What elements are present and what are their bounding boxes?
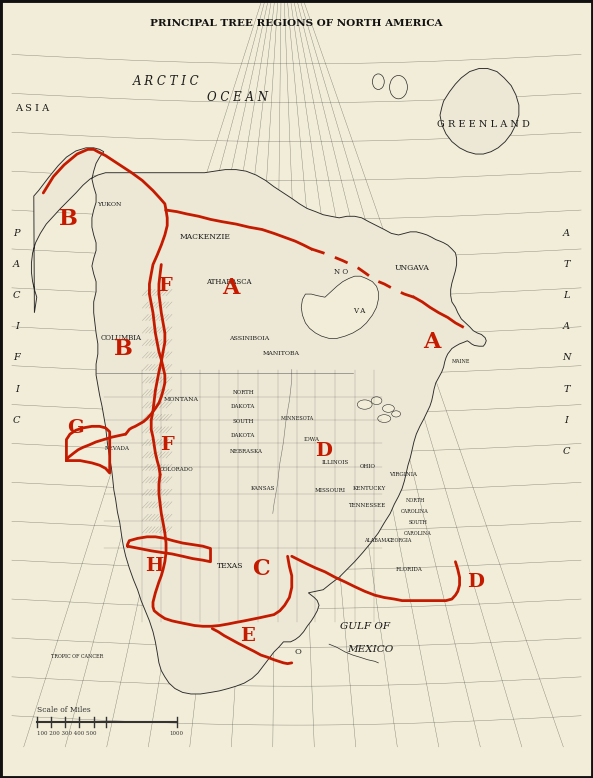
Text: ATHABASCA: ATHABASCA xyxy=(206,278,251,286)
Text: TEXAS: TEXAS xyxy=(217,562,243,570)
Text: F: F xyxy=(160,436,174,454)
Ellipse shape xyxy=(357,400,372,409)
Text: IOWA: IOWA xyxy=(304,437,319,442)
PathPatch shape xyxy=(440,68,519,154)
Text: T: T xyxy=(563,384,569,394)
Text: DAKOTA: DAKOTA xyxy=(231,405,256,409)
Text: Scale of Miles: Scale of Miles xyxy=(37,706,91,714)
Text: A: A xyxy=(222,277,240,299)
Text: G: G xyxy=(68,419,84,437)
Text: GEORGIA: GEORGIA xyxy=(388,538,413,543)
Text: SOUTH: SOUTH xyxy=(409,520,428,525)
Text: O: O xyxy=(294,648,301,656)
Text: OHIO: OHIO xyxy=(360,464,375,469)
Text: SOUTH: SOUTH xyxy=(232,419,254,424)
Text: D: D xyxy=(467,573,484,591)
Text: T: T xyxy=(563,260,569,269)
Text: PRINCIPAL TREE REGIONS OF NORTH AMERICA: PRINCIPAL TREE REGIONS OF NORTH AMERICA xyxy=(150,19,443,29)
Text: YUKON: YUKON xyxy=(97,202,122,207)
Text: UNGAVA: UNGAVA xyxy=(395,265,429,272)
Text: N O: N O xyxy=(334,268,348,276)
Text: KANSAS: KANSAS xyxy=(250,486,275,491)
Text: D: D xyxy=(315,442,331,461)
Text: DAKOTA: DAKOTA xyxy=(231,433,256,438)
Text: ASSINIBOIA: ASSINIBOIA xyxy=(229,336,269,341)
Text: A: A xyxy=(563,229,570,238)
Text: TROPIC OF CANCER: TROPIC OF CANCER xyxy=(51,654,103,659)
Text: B: B xyxy=(114,338,133,359)
Text: COLORADO: COLORADO xyxy=(160,467,193,471)
Text: VIRGINIA: VIRGINIA xyxy=(389,472,417,477)
Text: MACKENZIE: MACKENZIE xyxy=(179,233,230,241)
Text: C: C xyxy=(252,559,270,580)
Text: MANITOBA: MANITOBA xyxy=(263,352,300,356)
Ellipse shape xyxy=(391,411,401,417)
Text: F: F xyxy=(13,353,20,363)
Text: H: H xyxy=(145,557,163,576)
Text: C: C xyxy=(13,291,20,300)
Text: CAROLINA: CAROLINA xyxy=(404,531,432,536)
Text: CAROLINA: CAROLINA xyxy=(401,509,429,513)
Text: 100 200 300 400 500: 100 200 300 400 500 xyxy=(37,731,96,736)
Ellipse shape xyxy=(371,397,382,405)
Text: COLUMBIA: COLUMBIA xyxy=(101,335,142,342)
Text: P: P xyxy=(14,229,20,238)
Text: MISSOURI: MISSOURI xyxy=(314,488,345,492)
Text: ALABAMA: ALABAMA xyxy=(364,538,390,543)
PathPatch shape xyxy=(31,148,486,694)
Text: A: A xyxy=(563,322,570,331)
Text: NEVADA: NEVADA xyxy=(105,446,130,450)
Text: A: A xyxy=(13,260,20,269)
Text: GULF OF: GULF OF xyxy=(340,622,390,631)
Text: L: L xyxy=(563,291,569,300)
Text: C: C xyxy=(563,447,570,456)
Text: KENTUCKY: KENTUCKY xyxy=(352,486,385,491)
Text: MAINE: MAINE xyxy=(452,359,471,364)
Text: ILLINOIS: ILLINOIS xyxy=(321,461,349,465)
Text: I: I xyxy=(15,322,18,331)
Text: NEBRASKA: NEBRASKA xyxy=(229,449,263,454)
Text: A: A xyxy=(423,331,441,353)
Text: N: N xyxy=(562,353,570,363)
PathPatch shape xyxy=(301,276,378,338)
Text: MINNESOTA: MINNESOTA xyxy=(281,416,314,421)
Text: O C E A N: O C E A N xyxy=(207,91,267,103)
Text: MEXICO: MEXICO xyxy=(347,645,394,654)
Text: NORTH: NORTH xyxy=(406,498,425,503)
Text: I: I xyxy=(15,384,18,394)
Text: FLORIDA: FLORIDA xyxy=(396,567,423,572)
Text: V A: V A xyxy=(353,307,365,315)
Text: 1000: 1000 xyxy=(170,731,184,736)
Ellipse shape xyxy=(378,415,391,422)
Text: NORTH: NORTH xyxy=(232,391,254,395)
Text: A S I A: A S I A xyxy=(15,104,50,114)
Text: G R E E N L A N D: G R E E N L A N D xyxy=(437,120,530,129)
Text: I: I xyxy=(565,415,568,425)
Text: B: B xyxy=(59,209,78,230)
Text: F: F xyxy=(158,277,172,296)
Text: E: E xyxy=(240,627,256,646)
Text: MONTANA: MONTANA xyxy=(163,397,199,401)
Ellipse shape xyxy=(382,405,394,412)
Text: TENNESSEE: TENNESSEE xyxy=(348,503,385,508)
Text: C: C xyxy=(13,415,20,425)
Text: A R C T I C: A R C T I C xyxy=(133,75,199,88)
